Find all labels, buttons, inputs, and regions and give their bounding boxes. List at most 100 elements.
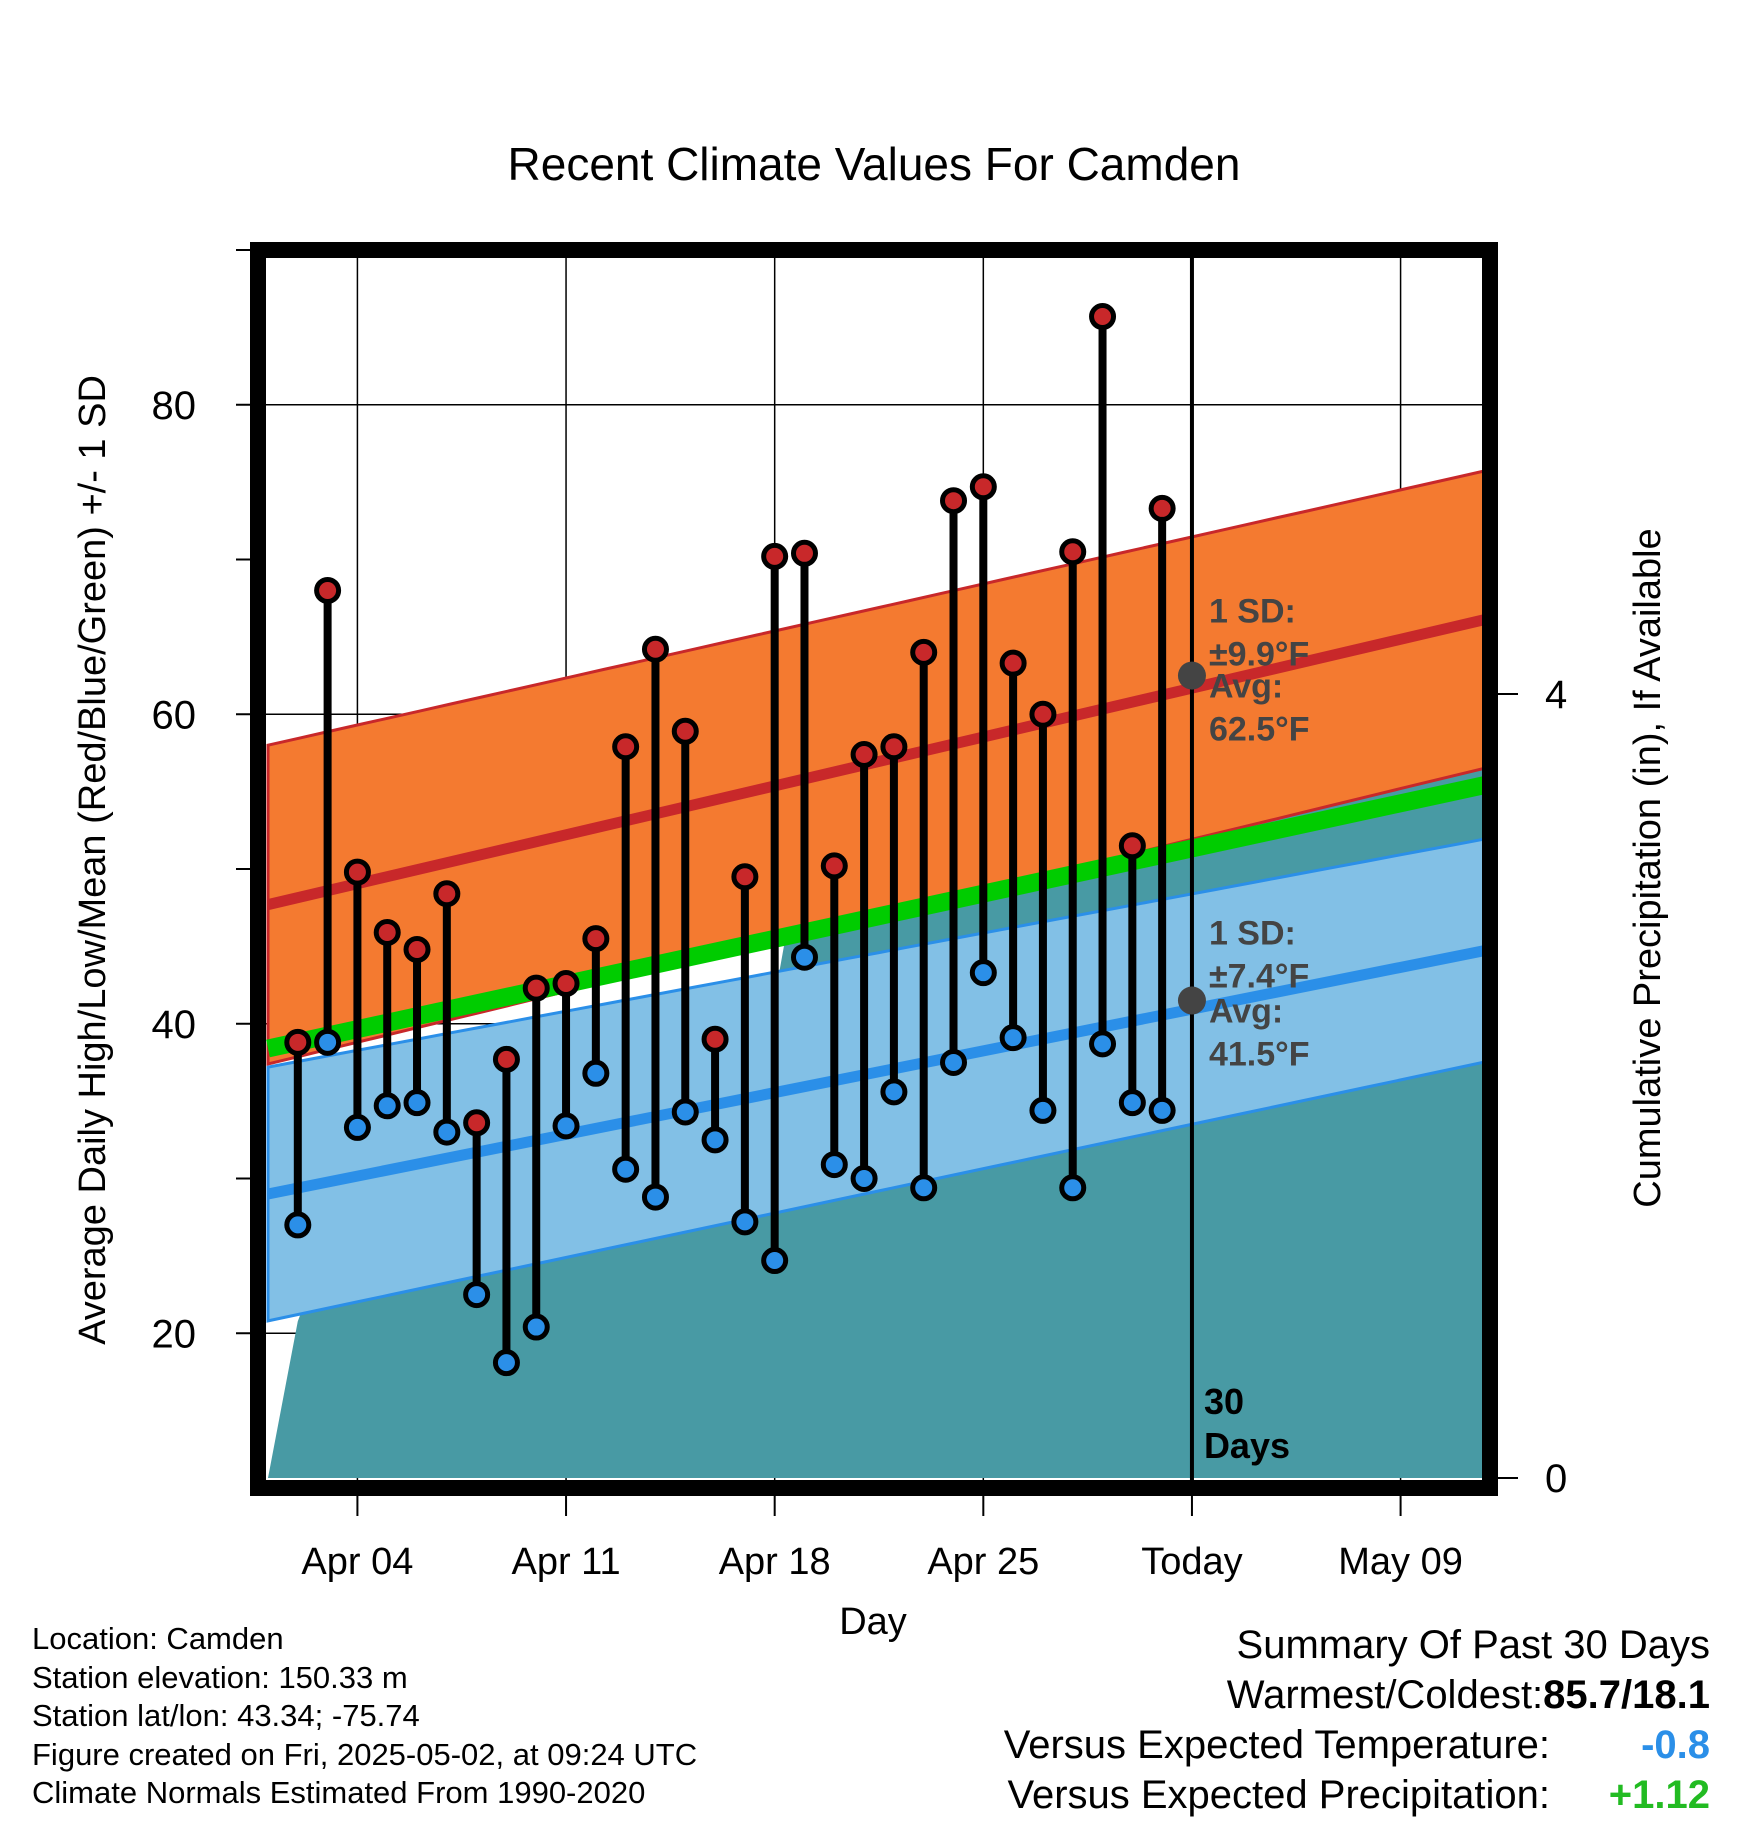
mean-normal-line (266, 775, 1490, 1058)
low-point (612, 1155, 640, 1183)
elevation-text: Station elevation: 150.33 m (32, 1659, 408, 1695)
high-point (910, 638, 938, 666)
high-avg-value: 62.5°F (1209, 711, 1310, 749)
precip-anomaly-value: +1.12 (1608, 1773, 1710, 1817)
high-avg-label: Avg: (1209, 668, 1283, 706)
high-normal-line (266, 612, 1490, 910)
high-point (433, 880, 461, 908)
high-point (701, 1025, 729, 1053)
high-point (761, 542, 789, 570)
high-point (999, 649, 1027, 677)
x-tick-label-5: May 09 (1338, 1541, 1463, 1583)
low-point (343, 1113, 371, 1141)
normals-text: Climate Normals Estimated From 1990-2020 (32, 1775, 646, 1810)
low-point (1059, 1174, 1087, 1202)
warm-cold-value: 85.7/18.1 (1543, 1673, 1710, 1717)
x-tick-label-2: Apr 18 (719, 1541, 831, 1583)
high-point (522, 974, 550, 1002)
high-point (820, 852, 848, 880)
y2-tick-label-4: 4 (1545, 673, 1567, 717)
chart-title: Recent Climate Values For Camden (508, 138, 1241, 190)
high-sd-value: ±9.9°F (1209, 636, 1309, 674)
created-text: Figure created on Fri, 2025-05-02, at 09… (32, 1736, 698, 1772)
x-axis-label: Day (839, 1601, 907, 1643)
high-point (582, 925, 610, 953)
low-avg-value: 41.5°F (1209, 1036, 1310, 1074)
temp-anomaly-value: -0.8 (1641, 1723, 1710, 1767)
low-point (761, 1247, 789, 1275)
period-label-days: Days (1204, 1425, 1290, 1466)
y-tick-label-40: 40 (152, 1003, 197, 1047)
high-point (314, 576, 342, 604)
low-point (463, 1281, 491, 1309)
low-point (701, 1126, 729, 1154)
y2-tick-label-0: 0 (1545, 1457, 1567, 1501)
high-sd-label: 1 SD: (1209, 593, 1296, 631)
high-point (731, 863, 759, 891)
high-point (463, 1109, 491, 1137)
x-tick-label-1: Apr 11 (511, 1541, 620, 1583)
high-point (1118, 832, 1146, 860)
y-tick-label-60: 60 (152, 693, 197, 737)
today-low-avg-marker (1177, 986, 1206, 1015)
temp-anomaly-label: Versus Expected Temperature: (1003, 1723, 1550, 1767)
low-point (910, 1174, 938, 1202)
y-tick-label-20: 20 (152, 1312, 197, 1356)
low-point (373, 1092, 401, 1120)
x-tick-label-4: Today (1141, 1541, 1242, 1583)
y-axis-label: Average Daily High/Low/Mean (Red/Blue/Gr… (72, 375, 114, 1345)
low-avg-label: Avg: (1209, 993, 1283, 1031)
low-point (522, 1313, 550, 1341)
high-point (1029, 700, 1057, 728)
low-point (940, 1048, 968, 1076)
low-point (969, 959, 997, 987)
low-point (284, 1211, 312, 1239)
high-point (403, 935, 431, 963)
high-point (284, 1028, 312, 1056)
plot-frame (250, 242, 1498, 1496)
high-point (343, 858, 371, 886)
high-point (671, 717, 699, 745)
low-point (1148, 1096, 1176, 1124)
y-tick-label-80: 80 (152, 384, 197, 428)
high-point (552, 970, 580, 998)
precip-anomaly-label: Versus Expected Precipitation: (1007, 1773, 1550, 1817)
low-sd-label: 1 SD: (1209, 915, 1296, 953)
low-point (1118, 1089, 1146, 1117)
low-sd-value: ±7.4°F (1209, 958, 1309, 996)
location-text: Location: Camden (32, 1621, 284, 1656)
high-point (373, 918, 401, 946)
low-point (1029, 1096, 1057, 1124)
low-point (433, 1118, 461, 1146)
station-info: Location: Camden Station elevation: 150.… (32, 1620, 697, 1813)
low-point (880, 1078, 908, 1106)
high-point (790, 539, 818, 567)
high-point (969, 473, 997, 501)
low-point (850, 1165, 878, 1192)
low-normal-line (266, 944, 1490, 1200)
high-point (1059, 538, 1087, 566)
today-high-avg-marker (1177, 661, 1206, 690)
y2-axis-label: Cumulative Precipitation (in), If Availa… (1627, 528, 1669, 1207)
warm-cold-label: Warmest/Coldest: (1226, 1673, 1544, 1717)
latlon-text: Station lat/lon: 43.34; -75.74 (32, 1698, 420, 1733)
low-point (403, 1089, 431, 1117)
high-point (1148, 494, 1176, 522)
period-label-number: 30 (1204, 1381, 1244, 1422)
high-point (492, 1045, 520, 1073)
low-point (582, 1059, 610, 1087)
low-point (731, 1208, 759, 1236)
high-point (880, 733, 908, 761)
high-point (940, 487, 968, 515)
low-point (552, 1112, 580, 1140)
low-point (790, 943, 818, 971)
summary-title: Summary Of Past 30 Days (1236, 1623, 1710, 1667)
axis-ticks: Apr 04 Apr 11 Apr 18 Apr 25 Today May 0920406… (152, 242, 1567, 1583)
low-point (820, 1151, 848, 1179)
low-point (314, 1028, 342, 1056)
high-point (641, 635, 669, 663)
low-point (492, 1349, 520, 1377)
low-point (641, 1183, 669, 1211)
